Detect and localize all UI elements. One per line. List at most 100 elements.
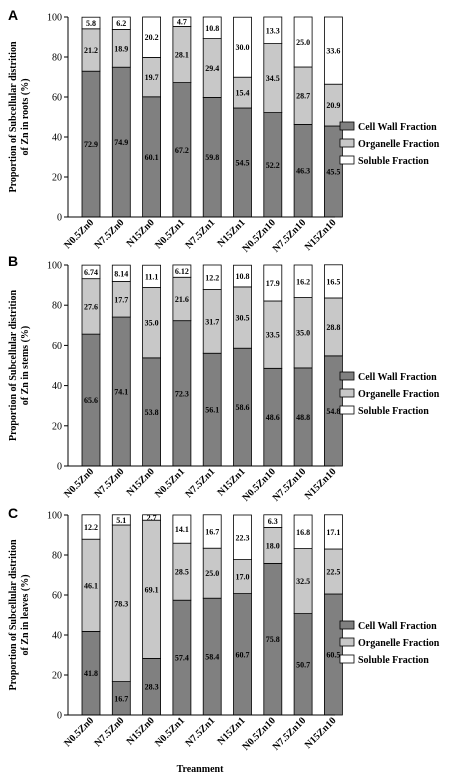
bar-segment [202,264,222,290]
data-label: 45.5 [326,168,340,177]
bar-segment [172,264,192,278]
x-tick-label: N7.5Zn1 [183,466,217,500]
data-label: 6.3 [268,517,278,526]
legend-label: Soluble Fraction [358,406,429,417]
x-tick-label: N7.5Zn0 [93,466,127,500]
bar-segment [142,16,162,58]
x-tick-label: N15Zn0 [125,715,157,747]
y-tick-label: 40 [52,631,62,642]
data-label: 50.7 [296,660,310,669]
data-label: 22.3 [236,533,250,542]
data-label: 46.3 [296,167,310,176]
legend-swatch [339,138,355,148]
bar-segment [81,514,101,540]
data-label: 33.6 [326,47,340,56]
data-label: 15.4 [236,89,250,98]
data-label: 17.7 [114,295,128,304]
data-label: 27.6 [84,302,98,311]
data-label: 75.8 [266,635,280,644]
x-tick-label: N7.5Zn0 [93,217,127,251]
legend-swatch [339,654,355,664]
y-axis-label-line: of Zn in roots (%) [20,78,31,155]
data-label: 16.5 [326,277,340,286]
data-label: 28.8 [326,323,340,332]
data-label: 54.8 [326,407,340,416]
data-label: 28.5 [175,568,189,577]
data-label: 6.74 [84,268,98,277]
legend-swatch [339,405,355,415]
data-label: 31.7 [205,317,219,326]
y-tick-label: 100 [47,261,62,272]
legend-label: Cell Wall Fraction [358,372,437,383]
y-tick-label: 20 [52,421,62,432]
x-tick-label: N15Zn10 [303,466,339,502]
data-label: 13.3 [266,26,280,35]
data-label: 5.1 [116,516,126,525]
y-tick-label: 80 [52,551,62,562]
data-label: 29.4 [205,64,219,73]
data-label: 16.7 [205,528,219,537]
legend-swatch [339,637,355,647]
bar-segment [323,514,343,550]
data-label: 60.7 [236,650,250,659]
bar-segment [263,16,283,45]
data-label: 72.9 [84,140,98,149]
legend-label: Soluble Fraction [358,655,429,666]
bar-segment [81,16,101,30]
bar-segment [202,16,222,40]
legend-swatch [339,155,355,165]
data-label: 16.8 [296,528,310,537]
data-label: 18.0 [266,541,280,550]
data-label: 56.1 [205,406,219,415]
data-label: 16.7 [114,694,128,703]
bar-segment [142,264,162,288]
legend-swatch [339,620,355,630]
x-tick-label: N0.5Zn1 [153,715,187,749]
legend-swatch [339,388,355,398]
y-tick-label: 0 [57,711,62,722]
bar-segment [293,264,313,298]
y-axis-label-line: Proportion of Subcellular distrition [8,290,19,441]
legend-label: Cell Wall Fraction [358,122,437,133]
x-tick-label: N0.5Zn0 [62,217,96,251]
data-label: 33.5 [266,331,280,340]
y-axis-label: Proportion of Subcellular distritionof Z… [8,41,31,192]
bar-segment [323,264,343,299]
panel-letter: A [8,7,18,23]
data-label: 12.2 [84,523,98,532]
data-label: 18.9 [114,44,128,53]
data-label: 78.3 [114,599,128,608]
bar-segment [81,264,101,280]
data-label: 34.5 [266,74,280,83]
data-label: 58.4 [205,653,219,662]
x-tick-label: N15Zn0 [125,466,157,498]
y-tick-label: 60 [52,93,62,104]
data-label: 28.7 [296,92,310,101]
data-label: 67.2 [175,146,189,155]
y-axis-label-line: Proportion of Subcellular distrition [8,539,19,690]
y-tick-label: 100 [47,511,62,522]
data-label: 41.8 [84,669,98,678]
bar-segment [263,514,283,528]
y-tick-label: 40 [52,133,62,144]
y-tick-label: 60 [52,341,62,352]
data-label: 59.8 [205,153,219,162]
x-tick-label: N7.5Zn0 [93,715,127,749]
data-label: 48.8 [296,413,310,422]
bar-segment [233,514,252,560]
x-axis-label: Treanment [177,764,225,775]
data-label: 52.2 [266,161,280,170]
data-label: 30.5 [236,314,250,323]
data-label: 14.1 [175,525,189,534]
y-axis-label: Proportion of Subcellular distritionof Z… [8,539,31,690]
data-label: 12.2 [205,273,219,282]
data-label: 2.7 [147,514,157,523]
data-label: 72.3 [175,389,189,398]
data-label: 6.2 [116,19,126,28]
data-label: 48.6 [266,413,280,422]
bar-segment [323,16,343,85]
y-axis-label-line: of Zn in leaves (%) [20,574,31,655]
data-label: 30.0 [236,43,250,52]
data-label: 74.9 [114,138,128,147]
